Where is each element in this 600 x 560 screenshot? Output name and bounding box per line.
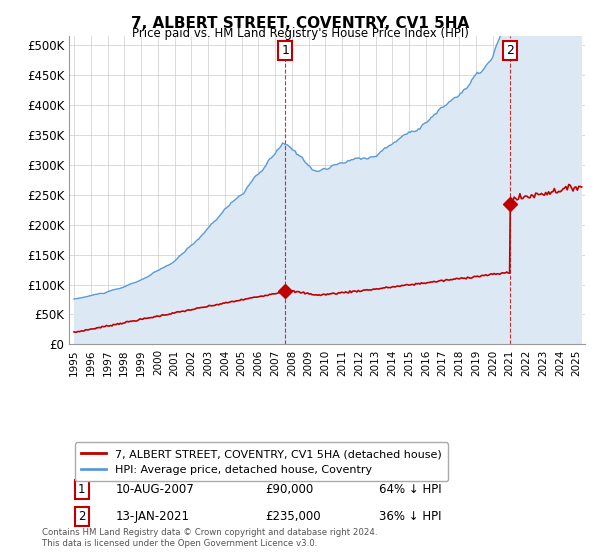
Text: 1: 1	[281, 44, 289, 57]
Text: 64% ↓ HPI: 64% ↓ HPI	[379, 483, 441, 496]
Text: 1: 1	[78, 483, 86, 496]
Text: 36% ↓ HPI: 36% ↓ HPI	[379, 510, 441, 524]
Text: 7, ALBERT STREET, COVENTRY, CV1 5HA: 7, ALBERT STREET, COVENTRY, CV1 5HA	[131, 16, 469, 31]
Legend: 7, ALBERT STREET, COVENTRY, CV1 5HA (detached house), HPI: Average price, detach: 7, ALBERT STREET, COVENTRY, CV1 5HA (det…	[74, 442, 448, 481]
Text: 2: 2	[506, 44, 514, 57]
Text: 13-JAN-2021: 13-JAN-2021	[115, 510, 190, 524]
Text: 10-AUG-2007: 10-AUG-2007	[115, 483, 194, 496]
Text: 2: 2	[78, 510, 86, 524]
Text: Contains HM Land Registry data © Crown copyright and database right 2024.
This d: Contains HM Land Registry data © Crown c…	[42, 528, 377, 548]
Text: £90,000: £90,000	[265, 483, 313, 496]
Text: £235,000: £235,000	[265, 510, 321, 524]
Text: Price paid vs. HM Land Registry's House Price Index (HPI): Price paid vs. HM Land Registry's House …	[131, 27, 469, 40]
